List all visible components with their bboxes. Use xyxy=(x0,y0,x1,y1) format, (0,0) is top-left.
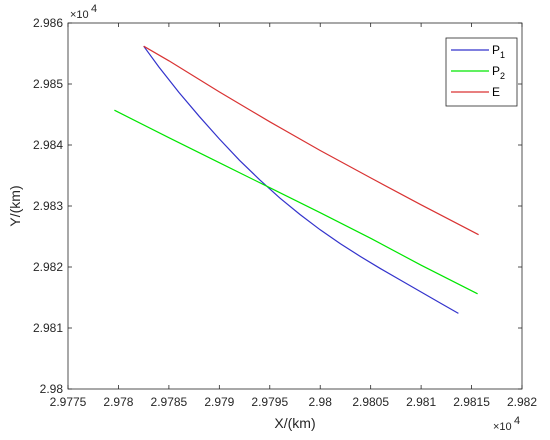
x-tick-label: 2.978 xyxy=(103,395,133,409)
y-axis-label: Y/(km) xyxy=(7,185,23,226)
y-tick-label: 2.986 xyxy=(33,16,63,30)
series-line-2 xyxy=(114,109,478,295)
x-tick-label: 2.982 xyxy=(507,395,537,409)
x-exponent-power: 4 xyxy=(514,415,520,427)
y-axis-ticks: 2.98 2.981 2.982 2.983 2.984 2.985 2.986 xyxy=(33,16,522,396)
y-tick-label: 2.981 xyxy=(33,321,63,335)
x-axis-ticks: 2.9775 2.978 2.9785 2.979 2.9795 2.98 2.9805 2.… xyxy=(50,23,537,409)
y-tick-label: 2.98 xyxy=(40,382,64,396)
x-axis-label: X/(km) xyxy=(274,415,315,431)
y-exponent: ×10 4 xyxy=(70,3,97,21)
legend-box xyxy=(445,37,518,107)
series-line-3 xyxy=(143,45,479,236)
x-tick-label: 2.9805 xyxy=(352,395,389,409)
legend-label-3: E xyxy=(492,85,500,99)
x-tick-label: 2.981 xyxy=(406,395,436,409)
x-exponent-base: ×10 xyxy=(493,421,512,433)
series-layer xyxy=(114,45,479,314)
x-tick-label: 2.9785 xyxy=(151,395,188,409)
x-tick-label: 2.98 xyxy=(309,395,333,409)
y-exponent-base: ×10 xyxy=(70,9,89,21)
x-tick-label: 2.979 xyxy=(204,395,234,409)
x-tick-label: 2.9795 xyxy=(251,395,288,409)
y-exponent-power: 4 xyxy=(91,3,97,15)
x-exponent: ×10 4 xyxy=(493,415,520,433)
series-line-1 xyxy=(143,45,459,314)
x-tick-label: 2.9775 xyxy=(50,395,87,409)
y-tick-label: 2.983 xyxy=(33,199,63,213)
y-tick-label: 2.982 xyxy=(33,260,63,274)
y-tick-label: 2.985 xyxy=(33,77,63,91)
y-tick-label: 2.984 xyxy=(33,138,63,152)
x-tick-label: 2.9815 xyxy=(453,395,490,409)
